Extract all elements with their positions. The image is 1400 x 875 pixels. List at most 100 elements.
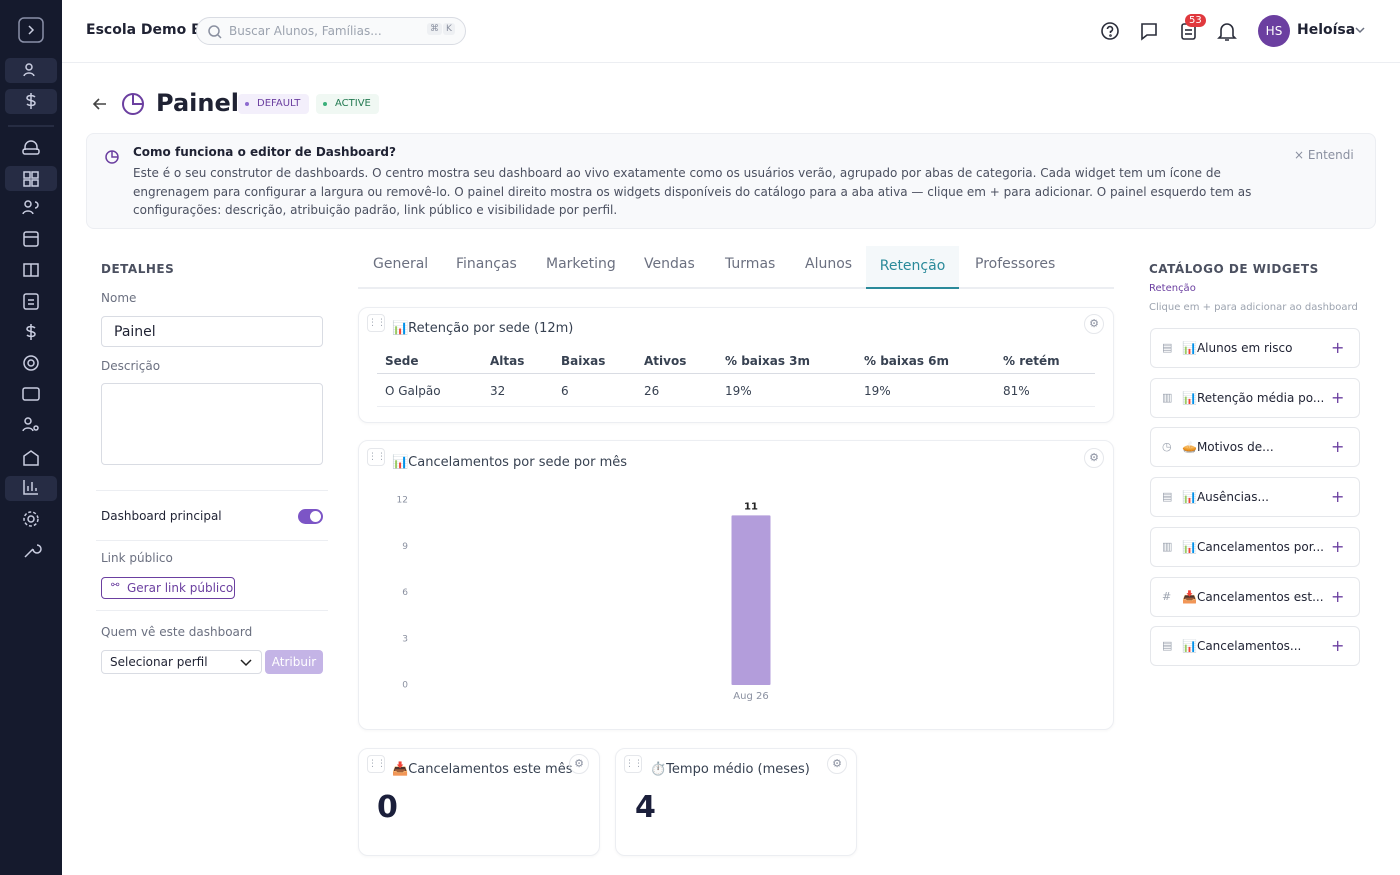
catalog-item[interactable]: ▥ 📊Cancelamentos por... +	[1150, 526, 1360, 567]
shape	[23, 511, 39, 527]
widget-title: 📊Cancelamentos por sede por mês	[392, 455, 628, 470]
catalog-item[interactable]: ▤ 📊Ausências... +	[1150, 477, 1360, 518]
drag-handle[interactable]: ⋮⋮	[367, 755, 386, 773]
shape	[1141, 23, 1157, 41]
catalog-hint: Clique em + para adicionar ao dashboard	[1149, 302, 1358, 313]
tab[interactable]: Retenção	[866, 246, 959, 289]
tab[interactable]: Marketing	[546, 256, 616, 272]
y-tick-label: 3	[402, 634, 408, 644]
item-icon: ▤	[1162, 639, 1173, 653]
add-button[interactable]: +	[1331, 636, 1345, 656]
divider	[96, 610, 328, 611]
school-name: Escola Demo B	[86, 22, 202, 38]
table-cell: 19%	[725, 384, 752, 398]
gear-button[interactable]: ⚙	[1084, 314, 1104, 334]
title-icons	[92, 93, 144, 115]
shape	[22, 387, 40, 401]
info-box: Como funciona o editor de Dashboard? Est…	[86, 133, 1376, 229]
catalog-item[interactable]: ◷ 🥧Motivos de... +	[1150, 427, 1360, 468]
header-icons[interactable]	[1098, 19, 1240, 45]
name-input[interactable]: Painel	[101, 316, 323, 347]
link-button[interactable]: ⚯ Gerar link público	[101, 577, 235, 599]
table-cell: 81%	[1003, 384, 1030, 398]
shape	[25, 63, 33, 71]
shape	[1109, 34, 1112, 37]
field-label: Descrição	[101, 359, 161, 373]
search[interactable]: Buscar Alunos, Famílias... ⌘ K	[196, 17, 466, 45]
catalog-item[interactable]: ▤ 📊Alunos em risco +	[1150, 328, 1360, 368]
table-rule	[377, 373, 1095, 374]
notification-badge: 53	[1185, 14, 1206, 27]
column-header: % baixas 6m	[864, 354, 950, 368]
decoration	[245, 102, 249, 106]
catalog-item[interactable]: ▤ 📊Cancelamentos... +	[1150, 626, 1360, 667]
gear-button[interactable]: ⚙	[569, 754, 589, 774]
shape	[27, 515, 35, 523]
add-button[interactable]: +	[1331, 437, 1345, 457]
page-title: Painel	[156, 89, 239, 117]
shape	[23, 355, 39, 371]
tab[interactable]: General	[373, 256, 429, 272]
kpi-widget	[615, 748, 857, 856]
toggle[interactable]	[298, 509, 323, 524]
shape	[132, 94, 143, 105]
avatar[interactable]: HS	[1258, 15, 1290, 47]
kpi-value: 4	[635, 790, 656, 825]
search-placeholder: Buscar Alunos, Famílias...	[229, 24, 382, 38]
section-heading: CATÁLOGO DE WIDGETS	[1149, 262, 1319, 276]
y-tick-label: 12	[397, 496, 408, 506]
add-button[interactable]: +	[1331, 536, 1345, 556]
decoration	[323, 102, 327, 106]
shape	[5, 166, 57, 191]
drag-handle[interactable]: ⋮⋮	[367, 314, 386, 332]
chevron	[1355, 27, 1365, 34]
description-input[interactable]	[101, 383, 323, 465]
tab[interactable]: Finanças	[456, 256, 517, 272]
tab[interactable]: Turmas	[725, 256, 776, 272]
badge-text: ACTIVE	[335, 98, 371, 109]
shape	[22, 201, 39, 215]
drag-handle[interactable]: ⋮⋮	[624, 755, 643, 773]
add-button[interactable]: +	[1331, 487, 1345, 507]
add-button[interactable]: +	[1331, 586, 1345, 606]
field-label: Nome	[101, 291, 137, 305]
user-name[interactable]: Heloísa	[1297, 22, 1356, 38]
item-title: 🥧Motivos de...	[1182, 440, 1274, 455]
sidebar	[0, 0, 62, 875]
column-header: Ativos	[644, 354, 687, 368]
toggle-label: Dashboard principal	[101, 509, 222, 523]
item-title: 📊Alunos em risco	[1182, 341, 1293, 355]
catalog-item[interactable]: ▥ 📊Retenção média po... +	[1150, 377, 1360, 418]
tab[interactable]: Professores	[975, 256, 1056, 272]
dismiss[interactable]: × Entendi	[1294, 148, 1354, 162]
catalog-item[interactable]: # 📥Cancelamentos est... +	[1150, 576, 1360, 617]
column-header: % retém	[1003, 354, 1060, 368]
widget-title: ⏱️Tempo médio (meses)	[650, 762, 810, 777]
kbd: K	[443, 23, 455, 35]
shape	[240, 659, 252, 667]
item-title: 📊Cancelamentos por...	[1182, 539, 1324, 554]
item-title: 📊Ausências...	[1182, 490, 1269, 505]
shape	[5, 476, 57, 501]
gear-button[interactable]: ⚙	[1084, 448, 1104, 468]
tab[interactable]: Alunos	[805, 256, 853, 272]
profile-select[interactable]: Selecionar perfil	[101, 650, 262, 674]
info-text: Este é o seu construtor de dashboards. O…	[133, 166, 1252, 217]
shape	[5, 58, 57, 83]
catalog	[1135, 250, 1376, 680]
shape	[1106, 25, 1114, 33]
drag-handle[interactable]: ⋮⋮	[367, 448, 386, 466]
assign-button[interactable]: Atribuir	[265, 650, 323, 674]
divider	[96, 490, 328, 491]
y-tick-label: 6	[402, 588, 408, 598]
add-button[interactable]: +	[1331, 338, 1345, 357]
bar-chart: 0 3 6 9 12 Aug 26 11	[397, 496, 771, 702]
tabs: General Finanças Marketing Vendas Turmas Alun…	[358, 246, 1114, 289]
shape	[92, 98, 106, 110]
gear-button[interactable]: ⚙	[827, 754, 847, 774]
tab[interactable]: Vendas	[644, 256, 695, 272]
kpi-widget	[358, 748, 600, 856]
shape	[1355, 27, 1365, 34]
add-button[interactable]: +	[1331, 387, 1345, 407]
